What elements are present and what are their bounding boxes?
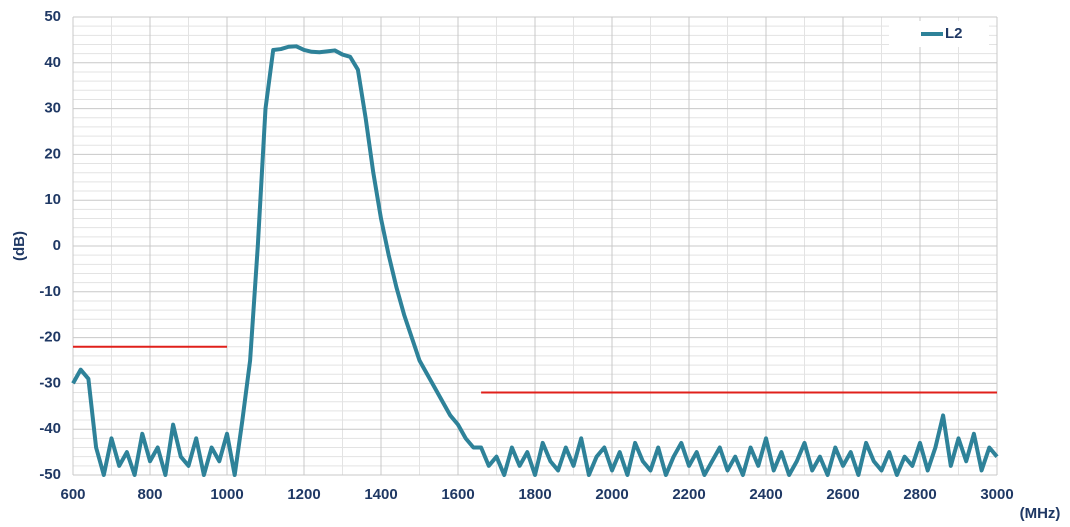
series-line: [71, 44, 999, 477]
y-tick-label: 30: [44, 100, 61, 117]
x-tick-label: 2000: [595, 486, 628, 503]
y-tick-label: 20: [44, 145, 61, 162]
x-tick-label: 2200: [672, 486, 705, 503]
legend-label: L2: [945, 25, 963, 42]
y-tick-label: 40: [44, 54, 61, 71]
y-tick-label: -30: [39, 374, 61, 391]
y-tick-label: -10: [39, 283, 61, 300]
y-axis-label: (dB): [11, 231, 28, 261]
x-axis-label: (MHz): [1020, 505, 1061, 522]
y-tick-label: 10: [44, 191, 61, 208]
y-tick-label: -50: [39, 466, 61, 483]
y-tick-label: -40: [39, 420, 61, 437]
x-tick-label: 2600: [826, 486, 859, 503]
x-tick-label: 3000: [980, 486, 1013, 503]
x-tick-label: 2800: [903, 486, 936, 503]
y-tick-label: 50: [44, 8, 61, 25]
x-tick-label: 2400: [749, 486, 782, 503]
x-tick-label: 800: [137, 486, 162, 503]
x-tick-label: 1000: [210, 486, 243, 503]
x-tick-label: 1400: [364, 486, 397, 503]
y-tick-label: 0: [53, 237, 61, 254]
x-tick-label: 1600: [441, 486, 474, 503]
y-tick-label: -20: [39, 329, 61, 346]
x-tick-label: 1800: [518, 486, 551, 503]
x-tick-label: 1200: [287, 486, 320, 503]
x-tick-label: 600: [60, 486, 85, 503]
